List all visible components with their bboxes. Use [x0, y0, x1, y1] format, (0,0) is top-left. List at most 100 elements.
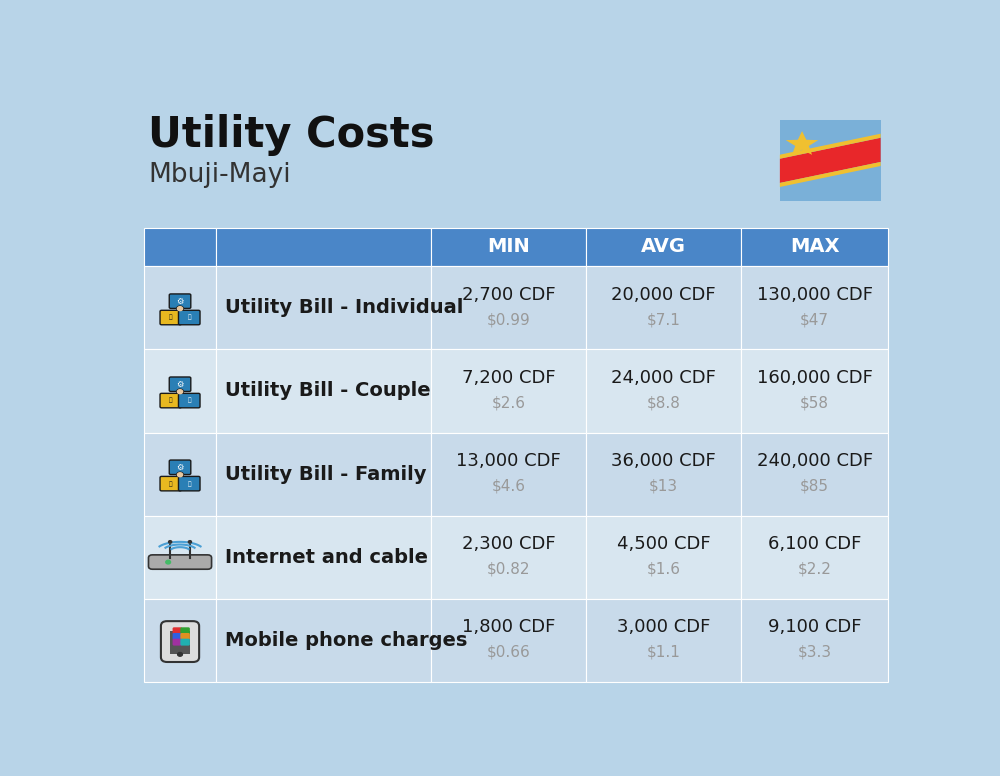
- FancyBboxPatch shape: [216, 598, 431, 681]
- Text: 🔌: 🔌: [169, 398, 173, 404]
- FancyBboxPatch shape: [431, 349, 586, 432]
- Circle shape: [177, 389, 183, 394]
- FancyBboxPatch shape: [586, 227, 741, 266]
- Text: $47: $47: [800, 313, 829, 327]
- FancyBboxPatch shape: [169, 377, 191, 391]
- FancyBboxPatch shape: [169, 460, 191, 474]
- FancyBboxPatch shape: [144, 515, 216, 598]
- Text: $7.1: $7.1: [647, 313, 681, 327]
- Circle shape: [166, 560, 171, 564]
- FancyBboxPatch shape: [586, 349, 741, 432]
- Text: Mobile phone charges: Mobile phone charges: [225, 631, 467, 650]
- Text: 240,000 CDF: 240,000 CDF: [757, 452, 873, 470]
- Text: 9,100 CDF: 9,100 CDF: [768, 618, 861, 636]
- FancyBboxPatch shape: [180, 627, 190, 634]
- Text: Internet and cable: Internet and cable: [225, 548, 428, 566]
- Text: 36,000 CDF: 36,000 CDF: [611, 452, 716, 470]
- Circle shape: [177, 306, 183, 311]
- FancyBboxPatch shape: [178, 393, 200, 408]
- Text: MIN: MIN: [487, 237, 530, 257]
- Polygon shape: [780, 133, 881, 159]
- FancyBboxPatch shape: [160, 310, 182, 325]
- Polygon shape: [780, 138, 881, 183]
- FancyBboxPatch shape: [216, 266, 431, 349]
- Text: $13: $13: [649, 479, 678, 494]
- FancyBboxPatch shape: [148, 555, 212, 570]
- FancyBboxPatch shape: [216, 432, 431, 515]
- Text: 🔌: 🔌: [169, 481, 173, 487]
- Text: MAX: MAX: [790, 237, 839, 257]
- FancyBboxPatch shape: [173, 633, 182, 640]
- FancyBboxPatch shape: [170, 631, 190, 653]
- Text: Utility Costs: Utility Costs: [148, 114, 435, 156]
- Text: 💧: 💧: [187, 398, 191, 404]
- Text: 20,000 CDF: 20,000 CDF: [611, 286, 716, 303]
- Text: $4.6: $4.6: [492, 479, 526, 494]
- FancyBboxPatch shape: [173, 627, 182, 634]
- FancyBboxPatch shape: [178, 310, 200, 325]
- Circle shape: [177, 390, 183, 393]
- FancyBboxPatch shape: [586, 266, 741, 349]
- Text: $1.6: $1.6: [647, 562, 681, 577]
- Text: 💧: 💧: [187, 315, 191, 320]
- Text: $58: $58: [800, 396, 829, 411]
- FancyBboxPatch shape: [216, 227, 431, 266]
- Text: 4,500 CDF: 4,500 CDF: [617, 535, 710, 553]
- Text: $1.1: $1.1: [647, 645, 681, 660]
- Text: 2,700 CDF: 2,700 CDF: [462, 286, 555, 303]
- FancyBboxPatch shape: [144, 432, 216, 515]
- FancyBboxPatch shape: [144, 349, 216, 432]
- Text: $2.6: $2.6: [492, 396, 526, 411]
- Text: 24,000 CDF: 24,000 CDF: [611, 369, 716, 387]
- FancyBboxPatch shape: [741, 515, 888, 598]
- Text: Utility Bill - Couple: Utility Bill - Couple: [225, 382, 431, 400]
- Text: Mbuji-Mayi: Mbuji-Mayi: [148, 162, 291, 188]
- Polygon shape: [786, 131, 818, 155]
- Text: 7,200 CDF: 7,200 CDF: [462, 369, 555, 387]
- FancyBboxPatch shape: [180, 633, 190, 640]
- Text: Utility Bill - Family: Utility Bill - Family: [225, 465, 426, 483]
- FancyBboxPatch shape: [586, 515, 741, 598]
- Text: 130,000 CDF: 130,000 CDF: [757, 286, 873, 303]
- FancyBboxPatch shape: [431, 266, 586, 349]
- FancyBboxPatch shape: [180, 639, 190, 646]
- FancyBboxPatch shape: [741, 598, 888, 681]
- FancyBboxPatch shape: [741, 266, 888, 349]
- Text: $0.99: $0.99: [487, 313, 530, 327]
- FancyBboxPatch shape: [216, 515, 431, 598]
- FancyBboxPatch shape: [741, 349, 888, 432]
- Text: $85: $85: [800, 479, 829, 494]
- FancyBboxPatch shape: [431, 432, 586, 515]
- FancyBboxPatch shape: [161, 621, 199, 662]
- Text: 3,000 CDF: 3,000 CDF: [617, 618, 710, 636]
- Polygon shape: [780, 162, 881, 187]
- Text: 💧: 💧: [187, 481, 191, 487]
- Text: Utility Bill - Individual: Utility Bill - Individual: [225, 299, 463, 317]
- Text: ⚙: ⚙: [176, 379, 184, 389]
- Text: $0.66: $0.66: [487, 645, 530, 660]
- FancyBboxPatch shape: [741, 432, 888, 515]
- Text: $8.8: $8.8: [647, 396, 681, 411]
- Text: 160,000 CDF: 160,000 CDF: [757, 369, 873, 387]
- FancyBboxPatch shape: [431, 227, 586, 266]
- FancyBboxPatch shape: [160, 476, 182, 491]
- Text: AVG: AVG: [641, 237, 686, 257]
- Circle shape: [177, 472, 183, 477]
- Text: $0.82: $0.82: [487, 562, 530, 577]
- Text: $3.3: $3.3: [798, 645, 832, 660]
- FancyBboxPatch shape: [144, 227, 216, 266]
- FancyBboxPatch shape: [169, 294, 191, 308]
- Circle shape: [177, 473, 183, 476]
- FancyBboxPatch shape: [780, 120, 881, 201]
- Text: 2,300 CDF: 2,300 CDF: [462, 535, 555, 553]
- FancyBboxPatch shape: [144, 266, 216, 349]
- Text: ⚙: ⚙: [176, 462, 184, 472]
- Text: 13,000 CDF: 13,000 CDF: [456, 452, 561, 470]
- FancyBboxPatch shape: [173, 639, 182, 646]
- Circle shape: [178, 653, 182, 656]
- Text: 6,100 CDF: 6,100 CDF: [768, 535, 861, 553]
- Circle shape: [177, 307, 183, 310]
- FancyBboxPatch shape: [586, 598, 741, 681]
- FancyBboxPatch shape: [431, 598, 586, 681]
- Circle shape: [188, 541, 191, 543]
